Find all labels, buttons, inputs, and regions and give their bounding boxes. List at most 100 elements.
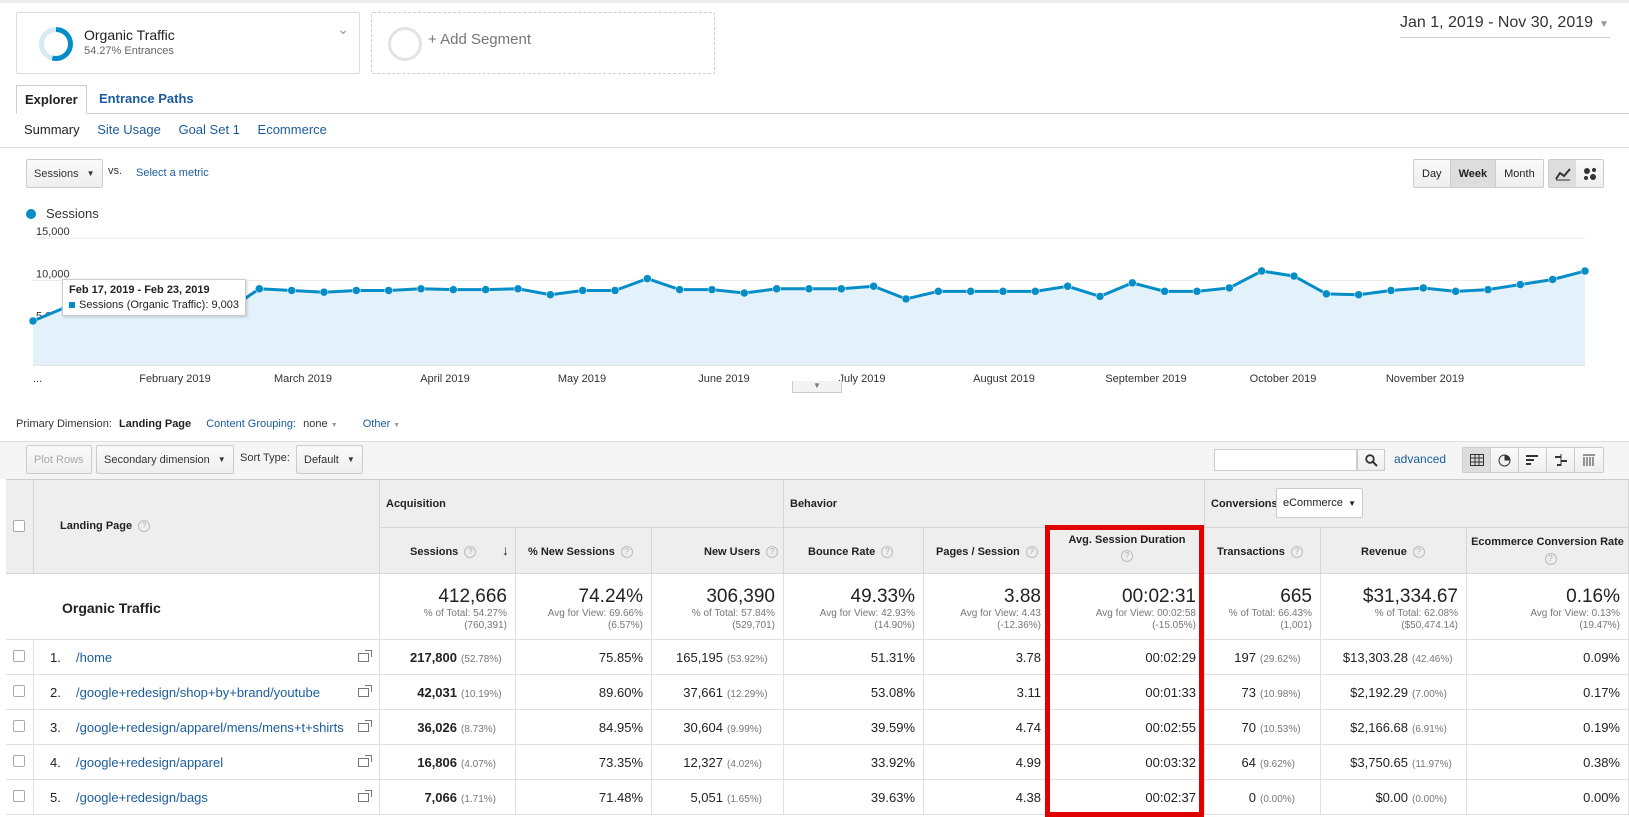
tab-explorer[interactable]: Explorer xyxy=(16,85,87,114)
select-metric-link[interactable]: Select a metric xyxy=(136,167,209,179)
content-grouping-select[interactable]: none ▼ xyxy=(303,418,338,430)
data-point[interactable] xyxy=(1225,283,1234,293)
data-point[interactable] xyxy=(319,287,329,297)
data-point[interactable] xyxy=(804,284,814,294)
data-point[interactable] xyxy=(1257,266,1266,276)
performance-view-icon[interactable] xyxy=(1519,448,1547,472)
data-point[interactable] xyxy=(643,274,652,283)
table-search-input[interactable] xyxy=(1214,449,1357,471)
data-point[interactable] xyxy=(1128,278,1137,288)
period-month-button[interactable]: Month xyxy=(1496,160,1543,187)
data-table-view-icon[interactable] xyxy=(1463,448,1491,472)
data-point[interactable] xyxy=(1160,287,1169,296)
bounce-rate-header[interactable]: Bounce Rate? xyxy=(784,528,924,574)
data-point[interactable] xyxy=(1354,290,1363,299)
chevron-down-icon[interactable]: ⌄ xyxy=(337,21,349,37)
external-link-icon[interactable] xyxy=(358,650,372,662)
data-point[interactable] xyxy=(869,282,878,291)
select-all-checkbox[interactable] xyxy=(13,520,25,532)
data-point[interactable] xyxy=(546,290,555,299)
subtab-summary[interactable]: Summary xyxy=(24,122,80,137)
period-week-button[interactable]: Week xyxy=(1450,160,1497,187)
data-point[interactable] xyxy=(675,285,684,294)
add-segment-button[interactable]: + Add Segment xyxy=(371,12,715,74)
subtab-goal-set-1[interactable]: Goal Set 1 xyxy=(178,122,240,137)
help-icon[interactable]: ? xyxy=(1025,546,1038,559)
help-icon[interactable]: ? xyxy=(138,520,151,533)
data-point[interactable] xyxy=(255,284,264,294)
external-link-icon[interactable] xyxy=(358,755,372,767)
landing-page-link[interactable]: /home xyxy=(76,650,113,665)
landing-page-link[interactable]: /google+redesign/apparel/mens/mens+t+shi… xyxy=(76,720,344,735)
primary-dimension-landing-page[interactable]: Landing Page xyxy=(119,418,192,430)
external-link-icon[interactable] xyxy=(358,790,372,802)
landing-page-header[interactable]: Landing Page? xyxy=(34,480,380,574)
line-chart-icon[interactable] xyxy=(1549,160,1576,187)
chart-resize-handle[interactable]: ▼ xyxy=(792,381,842,393)
help-icon[interactable]: ? xyxy=(1290,546,1303,559)
new-sessions-header[interactable]: % New Sessions? xyxy=(516,528,652,574)
data-point[interactable] xyxy=(449,285,458,294)
advanced-filter-link[interactable]: advanced xyxy=(1394,452,1447,466)
date-range-selector[interactable]: Jan 1, 2019 - Nov 30, 2019 ▼ xyxy=(1400,14,1610,38)
ecommerce-conversion-rate-header[interactable]: Ecommerce Conversion Rate? xyxy=(1467,528,1629,574)
data-point[interactable] xyxy=(352,286,361,295)
data-point[interactable] xyxy=(966,287,975,296)
data-point[interactable] xyxy=(707,285,717,294)
data-point[interactable] xyxy=(1192,287,1202,296)
comparison-view-icon[interactable] xyxy=(1547,448,1575,472)
help-icon[interactable]: ? xyxy=(620,546,633,559)
row-checkbox[interactable] xyxy=(13,720,25,732)
data-point[interactable] xyxy=(1289,271,1299,281)
metric-select[interactable]: Sessions ▼ xyxy=(26,159,103,188)
data-point[interactable] xyxy=(1322,289,1331,299)
data-point[interactable] xyxy=(610,286,620,295)
motion-chart-icon[interactable] xyxy=(1576,160,1603,187)
landing-page-link[interactable]: /google+redesign/bags xyxy=(76,790,208,805)
data-point[interactable] xyxy=(416,284,426,294)
search-icon[interactable] xyxy=(1357,449,1385,471)
data-point[interactable] xyxy=(384,286,393,295)
help-icon[interactable]: ? xyxy=(881,546,894,559)
pages-per-session-header[interactable]: Pages / Session? xyxy=(924,528,1050,574)
other-dimension-link[interactable]: Other ▼ xyxy=(362,418,401,430)
avg-session-duration-header[interactable]: Avg. Session Duration? xyxy=(1050,528,1205,574)
data-point[interactable] xyxy=(1063,282,1072,291)
data-point[interactable] xyxy=(1451,287,1460,296)
external-link-icon[interactable] xyxy=(358,685,372,697)
data-point[interactable] xyxy=(1548,275,1557,284)
row-checkbox[interactable] xyxy=(13,790,25,802)
help-icon[interactable]: ? xyxy=(1544,553,1557,566)
data-point[interactable] xyxy=(740,288,749,298)
data-point[interactable] xyxy=(772,284,781,294)
data-point[interactable] xyxy=(837,284,846,294)
data-point[interactable] xyxy=(1419,283,1428,293)
segment-organic-traffic[interactable]: Organic Traffic 54.27% Entrances ⌄ xyxy=(16,12,360,74)
help-icon[interactable]: ? xyxy=(766,546,779,559)
data-point[interactable] xyxy=(287,286,296,295)
plot-rows-button[interactable]: Plot Rows xyxy=(26,445,92,474)
sort-type-select[interactable]: Default ▼ xyxy=(296,445,363,474)
subtab-ecommerce[interactable]: Ecommerce xyxy=(257,122,327,137)
row-checkbox[interactable] xyxy=(13,685,25,697)
pie-chart-view-icon[interactable] xyxy=(1491,448,1519,472)
data-point[interactable] xyxy=(513,284,523,294)
landing-page-link[interactable]: /google+redesign/apparel xyxy=(76,755,224,770)
help-icon[interactable]: ? xyxy=(464,546,477,559)
data-point[interactable] xyxy=(28,316,38,326)
landing-page-link[interactable]: /google+redesign/shop+by+brand/youtube xyxy=(76,685,320,700)
help-icon[interactable]: ? xyxy=(1412,546,1425,559)
data-point[interactable] xyxy=(481,285,490,294)
revenue-header[interactable]: Revenue? xyxy=(1321,528,1467,574)
data-point[interactable] xyxy=(901,294,911,304)
data-point[interactable] xyxy=(578,286,587,295)
subtab-site-usage[interactable]: Site Usage xyxy=(97,122,161,137)
row-checkbox[interactable] xyxy=(13,755,25,767)
secondary-dimension-select[interactable]: Secondary dimension ▼ xyxy=(96,445,234,474)
data-point[interactable] xyxy=(1386,286,1396,295)
row-checkbox[interactable] xyxy=(13,650,25,662)
pivot-view-icon[interactable] xyxy=(1575,448,1603,472)
data-point[interactable] xyxy=(1580,266,1590,276)
data-point[interactable] xyxy=(934,287,943,296)
